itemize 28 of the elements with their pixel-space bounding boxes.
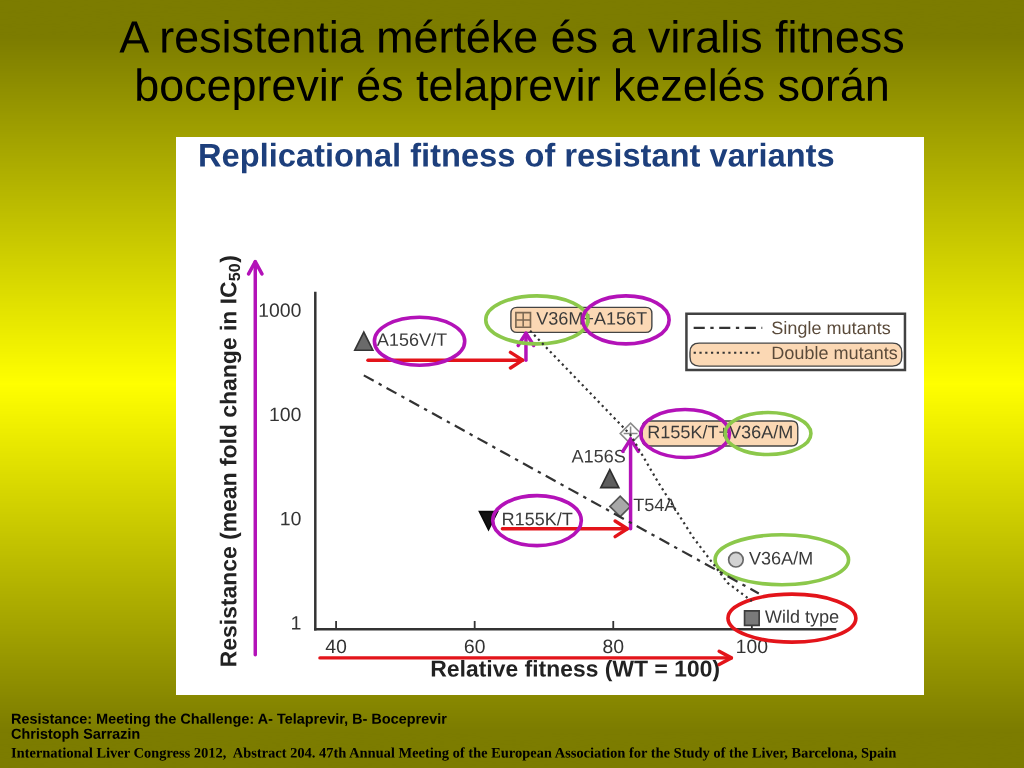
text: Resistance: Meeting the Challenge: A- Telaprevir, B- Boceprevir	[11, 713, 447, 727]
annotation: T54A	[633, 498, 677, 512]
annotation: A156S	[571, 449, 625, 463]
point	[353, 331, 374, 352]
point	[743, 610, 760, 627]
point	[609, 495, 632, 518]
x-tick-label: 100	[737, 639, 768, 654]
annotation: A156V/T	[376, 332, 447, 347]
chart-title: A resistentia mértéke és a viralis fitness boceprevir és telaprevir kezelés során	[119, 19, 904, 111]
x-tick-label: 60	[464, 639, 485, 654]
y-tick-label: 100	[270, 407, 301, 422]
y-tick-label: 10	[281, 511, 301, 526]
x-tick-label: 40	[325, 639, 347, 654]
x-tick-label: 80	[603, 639, 624, 654]
text: Christoph Sarrazin	[11, 728, 140, 742]
legend-label: Double mutants	[772, 345, 898, 360]
point	[727, 551, 745, 568]
chart-subtitle: Replicational fitness of resistant variants	[200, 142, 834, 174]
text: International Liver Congress 2012, Abstract 204. 47th Annual Meeting of the European Association for the Study of the Liver, Barcelona, Spain	[11, 747, 897, 761]
annotation: Wild type	[764, 609, 839, 627]
y-tick-label: 1	[292, 616, 301, 630]
y-tick-label: 1000	[259, 303, 301, 318]
legend-label: Single mutants	[772, 321, 891, 338]
point	[599, 468, 620, 489]
annotation: R155K/T	[503, 512, 573, 526]
annotation: V36A/M	[749, 551, 812, 565]
x-axis-title: Relative fitness (WT = 100)	[431, 659, 719, 682]
y-axis-title: Resistance (mean fold change in IC$_{50}$)	[219, 256, 242, 666]
